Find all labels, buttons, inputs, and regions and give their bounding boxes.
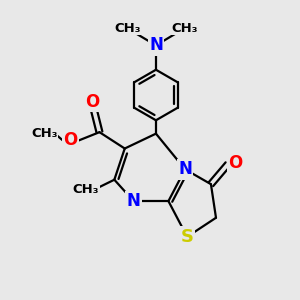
Text: N: N xyxy=(149,36,163,54)
Text: O: O xyxy=(64,131,78,149)
Text: CH₃: CH₃ xyxy=(31,127,58,140)
Text: N: N xyxy=(127,192,141,210)
Text: O: O xyxy=(85,93,99,111)
Text: S: S xyxy=(181,228,194,246)
Text: CH₃: CH₃ xyxy=(171,22,197,35)
Text: CH₃: CH₃ xyxy=(73,183,99,196)
Text: CH₃: CH₃ xyxy=(115,22,141,35)
Text: O: O xyxy=(229,154,243,172)
Text: N: N xyxy=(178,160,192,178)
